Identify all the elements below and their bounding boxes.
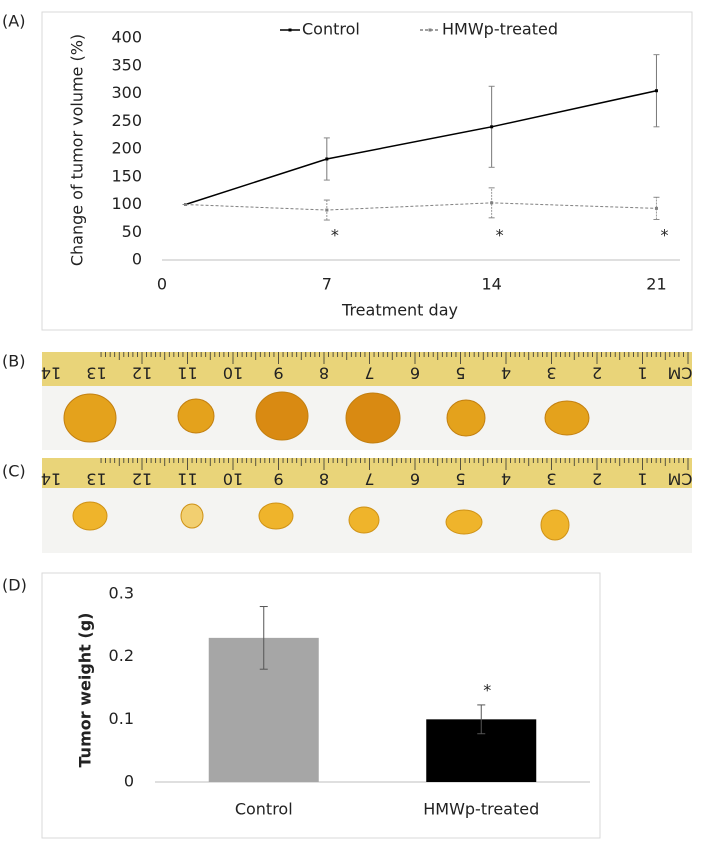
ruler-label: 2	[592, 364, 602, 383]
annotation: *	[483, 680, 491, 699]
ruler-label: CM	[668, 364, 693, 383]
ruler-label: 3	[546, 364, 556, 383]
tumor	[544, 400, 590, 436]
marker	[325, 157, 329, 161]
y-tick-label: 350	[111, 55, 142, 74]
marker	[490, 125, 494, 129]
ruler-label: 3	[546, 470, 556, 489]
tumors	[63, 391, 590, 444]
tumor	[446, 399, 486, 437]
ruler-label: 8	[319, 470, 329, 489]
y-axis-title: Change of tumor volume (%)	[68, 34, 87, 266]
ruler-label: 11	[177, 470, 197, 489]
ruler-label: 7	[364, 470, 374, 489]
legend-label: Control	[302, 20, 360, 39]
ruler-label: 4	[501, 470, 511, 489]
tumor	[255, 391, 309, 441]
y-tick-label: 50	[122, 222, 142, 241]
ruler-label: 7	[364, 364, 374, 383]
ruler-label: 8	[319, 364, 329, 383]
y-tick-label: 200	[111, 139, 142, 158]
panel-frame	[41, 572, 601, 839]
ruler-label: 9	[273, 364, 283, 383]
x-tick-label: 7	[322, 275, 332, 294]
ruler-label: 12	[132, 364, 152, 383]
ruler-label: 13	[86, 364, 106, 383]
y-axis-title: Tumor weight (g)	[76, 613, 95, 768]
ruler-label: 1	[637, 364, 647, 383]
marker	[654, 206, 658, 210]
tumor	[258, 502, 294, 530]
y-tick-label: 400	[111, 28, 142, 47]
x-tick-label: 21	[646, 275, 666, 294]
ruler-label: 9	[273, 470, 283, 489]
tumor	[177, 398, 215, 434]
tumor	[72, 501, 108, 531]
tumor	[180, 503, 204, 529]
x-tick-label: HMWp-treated	[423, 800, 539, 819]
y-tick-label: 0.1	[109, 709, 134, 728]
ruler-label: 12	[132, 470, 152, 489]
series-line	[185, 89, 657, 206]
legend-marker	[288, 28, 292, 32]
annotation: *	[496, 226, 504, 245]
ruler-label: 6	[410, 470, 420, 489]
marker	[654, 89, 658, 93]
y-tick-label: 250	[111, 111, 142, 130]
ruler-label: 4	[501, 364, 511, 383]
ruler-label: 13	[86, 470, 106, 489]
ruler-label: CM	[668, 470, 693, 489]
panel-label: (D)	[2, 576, 27, 595]
y-tick-label: 300	[111, 83, 142, 102]
x-tick-label: 0	[157, 275, 167, 294]
y-tick-label: 0	[124, 772, 134, 791]
ruler-label: 2	[592, 470, 602, 489]
panel-frame	[41, 11, 693, 331]
ruler-label: 11	[177, 364, 197, 383]
ruler-label: 5	[455, 470, 465, 489]
x-tick-label: 14	[481, 275, 501, 294]
ruler-label: 5	[455, 364, 465, 383]
panel-label: (B)	[2, 352, 25, 371]
annotation: *	[331, 226, 339, 245]
ruler-label: 1	[637, 470, 647, 489]
marker	[184, 203, 188, 206]
ruler-label: 10	[223, 470, 243, 489]
ruler-label: 10	[223, 364, 243, 383]
tumor	[63, 393, 117, 443]
y-tick-label: 150	[111, 166, 142, 185]
tumor	[345, 392, 401, 444]
tumors	[72, 501, 570, 541]
legend-label: HMWp-treated	[442, 20, 558, 39]
tumor	[348, 506, 380, 534]
legend-marker	[428, 28, 432, 32]
marker	[490, 201, 494, 205]
ruler-label: 14	[41, 470, 61, 489]
ruler-label: 6	[410, 364, 420, 383]
y-tick-label: 100	[111, 194, 142, 213]
series-line	[185, 202, 657, 211]
tumor	[445, 509, 483, 535]
panel-label: (C)	[2, 462, 26, 481]
y-tick-label: 0	[132, 250, 142, 269]
y-tick-label: 0.2	[109, 646, 134, 665]
x-tick-label: Control	[235, 800, 293, 819]
ruler-label: 14	[41, 364, 61, 383]
x-axis-title: Treatment day	[341, 301, 458, 320]
annotation: *	[660, 226, 668, 245]
marker	[325, 208, 329, 212]
tumor	[540, 509, 570, 541]
y-tick-label: 0.3	[109, 584, 134, 603]
panel-label: (A)	[2, 12, 25, 31]
ruler	[42, 352, 692, 386]
